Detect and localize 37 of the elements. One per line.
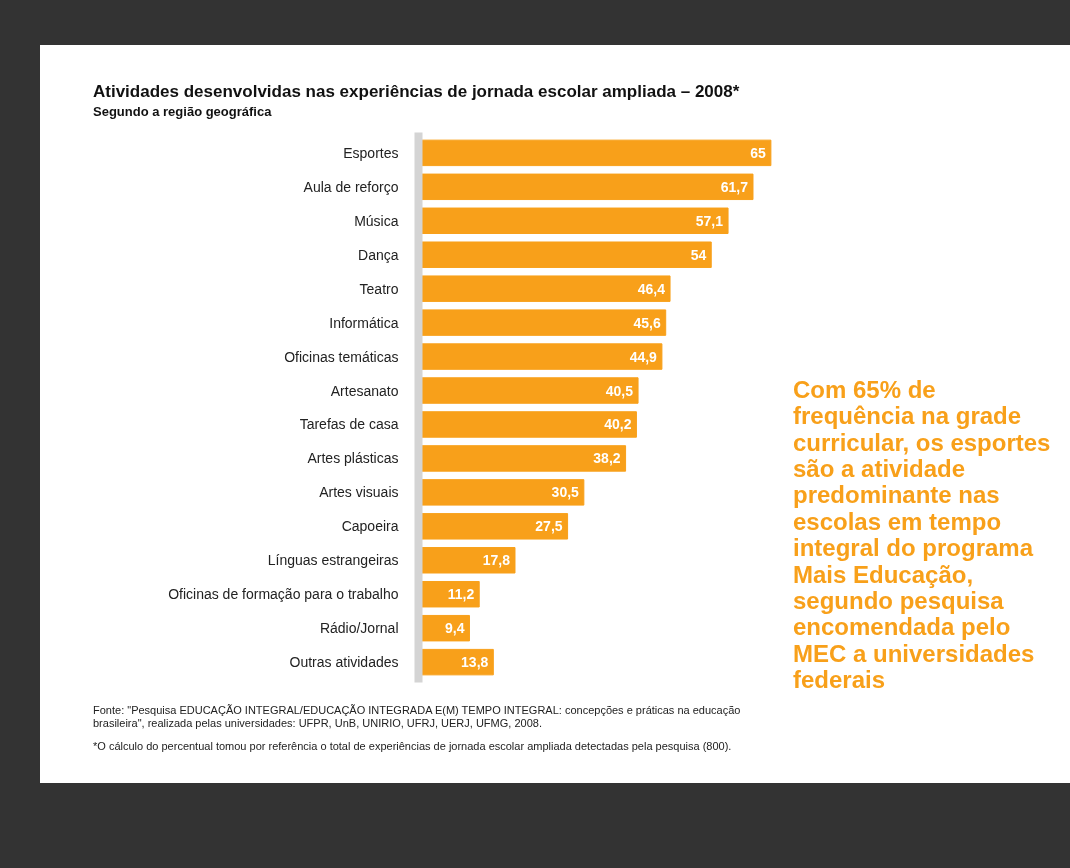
y-tick-label: Música	[354, 212, 399, 229]
y-tick-label: Outras atividades	[289, 653, 399, 670]
data-label: 44,9	[629, 348, 658, 365]
y-tick-label: Oficinas de formação para o trabalho	[168, 586, 399, 603]
y-tick-label: Rádio/Jornal	[319, 620, 399, 637]
data-label: 27,5	[535, 518, 563, 535]
data-label: 9,4	[445, 620, 465, 637]
data-label: 54	[690, 246, 707, 263]
data-label: 13,8	[461, 653, 489, 670]
y-tick-label: Aula de reforço	[303, 178, 399, 195]
data-label: 61,7	[720, 178, 749, 195]
data-label: 11,2	[447, 586, 475, 603]
y-tick-label: Esportes	[343, 144, 399, 161]
y-tick-label: Artes plásticas	[307, 450, 399, 467]
data-label: 65	[750, 144, 767, 161]
data-label: 38,2	[593, 450, 621, 467]
y-tick-label: Dança	[358, 246, 399, 263]
data-label: 40,2	[604, 416, 632, 433]
data-label: 57,1	[695, 212, 724, 229]
data-label: 40,5	[605, 382, 634, 399]
data-label: 46,4	[637, 280, 666, 297]
chart-title: Atividades desenvolvidas nas experiências de jornada escolar ampliada – 2008*	[93, 81, 740, 103]
source-note: Fonte: "Pesquisa EDUCAÇÃO INTEGRAL/EDUCAÇÃO INTEGRADA E(M) TEMPO INTEGRAL: concepções e práticas na educação brasileira", realizada pelas universidades: UFPR, UnB, UNIRIO, UFRJ, UERJ, UFMG, 2008.	[93, 703, 742, 730]
text: *O cálculo do percentual tomou por referência o total de experiências de jornada escolar ampliada detectadas pela pesquisa (800).	[93, 739, 732, 754]
y-tick-label: Informática	[329, 314, 399, 331]
y-tick-label: Capoeira	[341, 518, 399, 535]
data-label: 17,8	[482, 552, 511, 569]
data-label: 45,6	[633, 314, 661, 331]
y-tick-label: Línguas estrangeiras	[267, 552, 399, 569]
y-tick-label: Artesanato	[330, 382, 399, 399]
y-tick-label: Tarefas de casa	[299, 416, 399, 433]
text: Segundo a região geográfica	[93, 103, 272, 122]
y-tick-label: Oficinas temáticas	[284, 348, 399, 365]
y-tick-label: Artes visuais	[319, 484, 399, 501]
data-label: 30,5	[551, 484, 580, 501]
text: Com 65% de frequência na grade curricular, os esportes são a atividade predominante nas escolas em tempo integral do programa Mais Educação, segundo pesquisa encomendada pelo MEC a universidades federais	[793, 375, 1051, 694]
y-tick-label: Teatro	[359, 280, 399, 297]
